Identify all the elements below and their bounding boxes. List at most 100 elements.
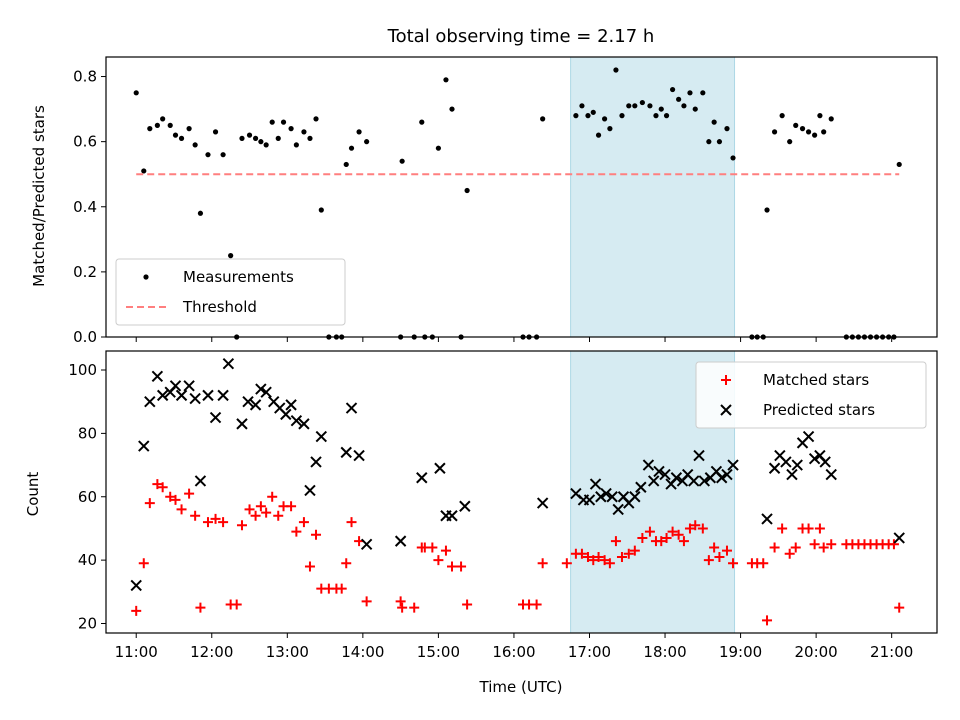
matched-star-point: [623, 548, 634, 559]
matched-star-point: [433, 555, 444, 566]
predicted-star-point: [169, 380, 182, 392]
predicted-star-point: [727, 459, 739, 471]
measurement-point: [607, 126, 613, 132]
matched-star-point: [582, 551, 593, 562]
matched-star-point: [709, 542, 720, 553]
matched-star-point: [195, 602, 206, 613]
predicted-star-point: [394, 535, 407, 547]
predicted-star-point: [144, 395, 156, 408]
matched-star-point: [202, 517, 213, 528]
matched-star-point: [637, 532, 648, 543]
matched-star-point: [304, 561, 315, 572]
measurement-point: [435, 145, 441, 151]
predicted-star-point: [310, 456, 322, 468]
bottom-panel: 20 40 60 80 100 11:00 12:00 13:00 14:00 15:00 16:0…: [68, 350, 938, 661]
measurement-point: [288, 126, 294, 132]
matched-star-point: [236, 520, 247, 531]
measurement-point: [724, 126, 730, 132]
predicted-star-point: [183, 380, 195, 392]
measurement-point: [301, 129, 307, 135]
matched-star-point: [697, 523, 708, 534]
predicted-star-point: [156, 389, 169, 402]
matched-star-point: [818, 542, 829, 553]
matched-star-point: [644, 526, 655, 537]
matched-star-point: [346, 517, 357, 528]
predicted-star-point: [175, 389, 188, 402]
predicted-star-point: [780, 456, 792, 468]
matched-star-point: [462, 599, 473, 610]
measurement-point: [676, 96, 682, 102]
measurement-point: [821, 129, 827, 135]
predicted-star-point: [249, 399, 262, 411]
predicted-star-point: [202, 389, 214, 402]
measurement-point: [318, 207, 324, 213]
measurement-point: [186, 126, 192, 132]
x-tick-label: 14:00: [341, 643, 384, 661]
x-tick-label: 16:00: [492, 643, 535, 661]
measurement-point: [172, 132, 179, 138]
x-tick-label: 13:00: [266, 643, 309, 661]
measurement-point: [595, 132, 602, 138]
measurement-point: [687, 90, 693, 96]
matched-star-point: [690, 520, 701, 531]
measurement-point: [613, 67, 619, 73]
predicted-star-point: [459, 500, 471, 512]
measurement-point: [364, 139, 370, 145]
y-tick-label: 100: [68, 361, 97, 379]
plot-frame: [105, 56, 938, 338]
matched-star-point: [244, 504, 255, 515]
matched-star-point: [629, 545, 640, 556]
measurement-point: [252, 135, 259, 141]
figure-title: Total observing time = 2.17 h: [387, 26, 655, 47]
matched-star-point: [784, 548, 795, 559]
measurement-point: [228, 253, 234, 259]
measurement-point: [197, 210, 204, 216]
matched-star-point: [728, 558, 739, 569]
y-tick-label: 0.2: [73, 263, 97, 281]
matched-star-point: [267, 491, 278, 502]
matched-star-point: [273, 510, 284, 521]
y-tick-label: 40: [78, 551, 97, 569]
measurement-point: [399, 158, 405, 164]
x-tick-label: 21:00: [870, 643, 913, 661]
measurement-point: [154, 122, 160, 128]
measurement-point: [573, 113, 579, 119]
measurement-point: [764, 207, 770, 213]
predicted-star-point: [360, 538, 373, 550]
predicted-star-point: [242, 395, 254, 408]
y-tick-label: 0.4: [73, 198, 97, 216]
matched-star-point: [593, 551, 604, 562]
measurement-point: [343, 161, 349, 168]
measurement-point: [540, 116, 546, 122]
y-tick-label: 0.6: [73, 133, 97, 151]
matched-star-point: [261, 507, 272, 518]
predicted-star-point: [189, 392, 201, 405]
x-tick-label: 18:00: [643, 643, 686, 661]
measurement-point: [160, 116, 166, 122]
measurement-point: [246, 132, 253, 138]
predicted-star-point: [589, 478, 602, 490]
predicted-star-point: [260, 386, 272, 398]
measurement-point: [647, 103, 653, 109]
measurement-point: [419, 119, 425, 125]
matched-star-point: [667, 526, 678, 537]
matched-star-point: [138, 558, 149, 569]
predicted-star-point: [825, 468, 837, 481]
predicted-star-point: [353, 449, 365, 462]
matched-star-point: [311, 529, 322, 540]
matched-star-point: [678, 536, 689, 547]
matched-star-point: [721, 545, 732, 556]
measurement-point: [443, 77, 449, 83]
predicted-star-point: [612, 503, 624, 516]
measurement-point: [812, 132, 818, 138]
measurement-point: [799, 126, 806, 132]
predicted-star-point: [647, 475, 660, 487]
measurement-point: [167, 122, 173, 128]
measurement-point: [706, 139, 712, 145]
x-tick-label: 19:00: [719, 643, 762, 661]
measurement-point: [779, 113, 785, 119]
y-tick-label: 0.0: [73, 328, 97, 346]
matched-star-point: [894, 602, 905, 613]
legend-box: [115, 258, 346, 326]
